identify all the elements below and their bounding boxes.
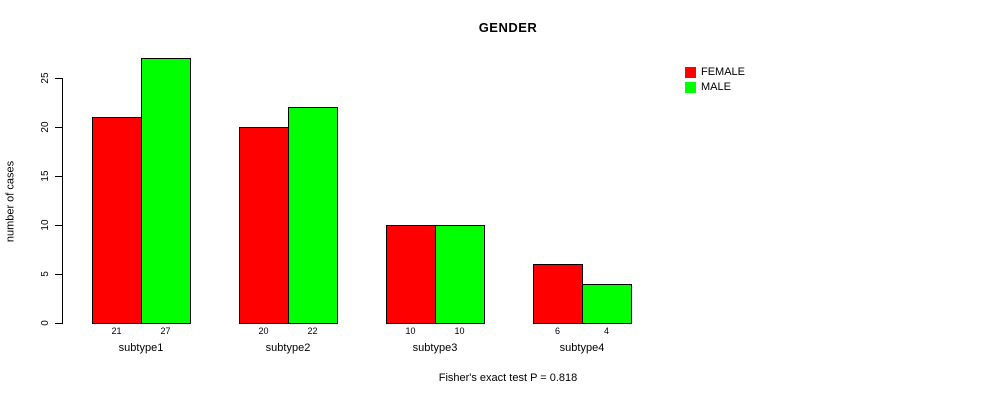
- bar-value-label: 10: [454, 326, 465, 336]
- bar-value-label: 21: [111, 326, 122, 336]
- bar-value-label: 27: [160, 326, 171, 336]
- category-label-subtype2: subtype2: [265, 342, 311, 354]
- bar-female-subtype2: [239, 127, 289, 324]
- legend-label-male: MALE: [701, 81, 731, 93]
- y-tick: [55, 126, 62, 128]
- legend-item-female: FEMALE: [685, 66, 745, 78]
- bar-male-subtype2: [288, 107, 338, 324]
- legend-label-female: FEMALE: [701, 66, 746, 78]
- bar-female-subtype3: [386, 225, 436, 324]
- category-label-subtype1: subtype1: [118, 342, 164, 354]
- category-label-subtype4: subtype4: [559, 342, 605, 354]
- y-axis-line: [62, 78, 63, 324]
- y-tick: [55, 322, 62, 324]
- bar-female-subtype1: [92, 117, 142, 324]
- y-tick-label: 10: [39, 219, 51, 231]
- bar-value-label: 22: [307, 326, 318, 336]
- bar-male-subtype3: [435, 225, 485, 324]
- y-tick: [55, 77, 62, 79]
- bar-male-subtype1: [141, 58, 191, 324]
- y-tick-label: 25: [39, 72, 51, 84]
- y-tick: [55, 175, 62, 177]
- bar-female-subtype4: [533, 264, 583, 324]
- chart-title: GENDER: [478, 20, 538, 35]
- legend-swatch-male: [685, 81, 696, 93]
- y-tick-label: 0: [39, 320, 51, 326]
- bar-male-subtype4: [582, 284, 632, 324]
- y-tick-label: 5: [39, 271, 51, 277]
- bar-value-label: 6: [554, 326, 560, 336]
- bar-value-label: 4: [603, 326, 609, 336]
- bar-value-label: 10: [405, 326, 416, 336]
- y-tick: [55, 273, 62, 275]
- y-tick: [55, 224, 62, 226]
- y-tick-label: 15: [39, 170, 51, 182]
- annotation-text: Fisher's exact test P = 0.818: [438, 372, 578, 384]
- legend-item-male: MALE: [685, 81, 745, 93]
- category-label-subtype3: subtype3: [412, 342, 458, 354]
- y-tick-label: 20: [39, 121, 51, 133]
- legend: FEMALE MALE: [685, 66, 745, 96]
- legend-swatch-female: [685, 66, 696, 78]
- bar-value-label: 20: [258, 326, 269, 336]
